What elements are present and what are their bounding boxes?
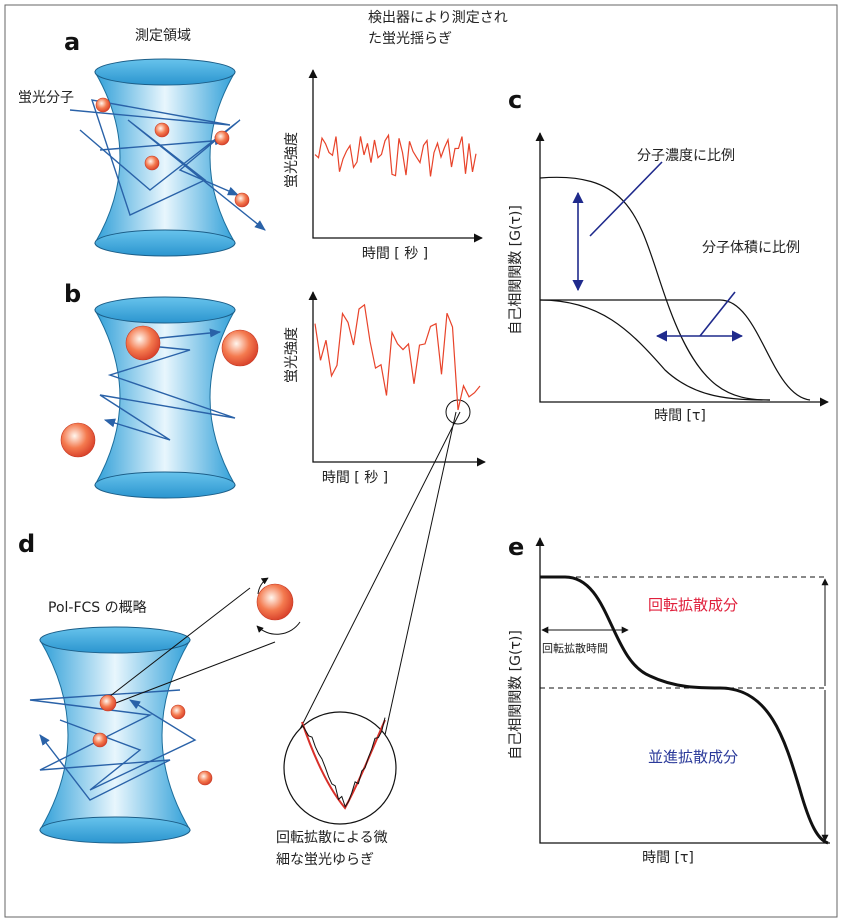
molecule xyxy=(145,156,159,170)
graph-title: 検出器により測定され xyxy=(368,10,508,26)
x-axis-label: 時間 [τ] xyxy=(642,850,694,866)
dashed-level xyxy=(540,577,825,688)
panel-title: Pol-FCS の概略 xyxy=(48,600,147,616)
panel-label: a xyxy=(64,28,80,56)
y-axis-label: 蛍光強度 xyxy=(284,327,300,383)
caption: 細な蛍光ゆらぎ xyxy=(276,852,374,868)
cylinder-end xyxy=(95,59,235,85)
region-label: 測定領域 xyxy=(135,28,191,44)
x-axis-label: 時間 [ 秒 ] xyxy=(362,246,428,262)
curve xyxy=(540,300,770,400)
molecule xyxy=(93,733,107,747)
y-axis-label: 蛍光強度 xyxy=(284,132,300,188)
axes xyxy=(540,133,828,402)
cylinder-end xyxy=(95,230,235,256)
leader xyxy=(590,162,662,236)
cylinder-body xyxy=(95,72,235,243)
annotation: 分子濃度に比例 xyxy=(637,148,735,164)
annotation: 分子体積に比例 xyxy=(702,240,800,256)
annotation: 回転拡散時間 xyxy=(542,641,608,655)
y-axis-label: 自己相関関数 [G(τ)] xyxy=(508,630,524,760)
caption: 回転拡散による微 xyxy=(276,830,388,846)
fluorescence-trace xyxy=(315,305,480,410)
y-axis-label: 自己相関関数 [G(τ)] xyxy=(508,205,524,335)
molecule xyxy=(235,193,249,207)
molecule xyxy=(61,423,95,457)
fluorescence-trace xyxy=(315,135,476,176)
panel-label: d xyxy=(18,530,35,558)
molecule xyxy=(96,98,110,112)
curve xyxy=(540,300,810,400)
zoom-circle xyxy=(284,712,396,824)
panel-label: b xyxy=(64,280,81,308)
molecule xyxy=(257,584,293,620)
graph-title: た蛍光揺らぎ xyxy=(368,31,452,47)
cylinder-end xyxy=(95,472,235,498)
molecule-label: 蛍光分子 xyxy=(18,90,74,106)
x-axis-label: 時間 [τ] xyxy=(654,408,706,424)
molecule xyxy=(155,123,169,137)
molecule xyxy=(215,131,229,145)
annotation: 並進拡散成分 xyxy=(648,748,738,766)
molecule xyxy=(100,695,116,711)
figure: a 測定領域 蛍光分子 検出器により測定され た蛍光揺らぎ 蛍光強度 時間 [ … xyxy=(0,0,843,923)
x-axis-label: 時間 [ 秒 ] xyxy=(322,470,388,486)
fluorescence-traces xyxy=(315,135,480,410)
molecule xyxy=(126,326,160,360)
cylinder-body xyxy=(40,640,190,830)
cylinder-end xyxy=(95,297,235,323)
molecule xyxy=(222,330,258,366)
cylinder-end xyxy=(40,817,190,843)
leader xyxy=(700,292,735,336)
panel-label: e xyxy=(508,533,524,561)
annotation: 回転拡散成分 xyxy=(648,596,738,614)
panel-label: c xyxy=(508,86,522,114)
rotation-arrow xyxy=(257,622,300,634)
molecule xyxy=(198,771,212,785)
curve xyxy=(540,577,828,843)
molecule xyxy=(171,705,185,719)
cylinder-end xyxy=(40,627,190,653)
curve xyxy=(540,177,770,400)
axes xyxy=(313,292,485,462)
